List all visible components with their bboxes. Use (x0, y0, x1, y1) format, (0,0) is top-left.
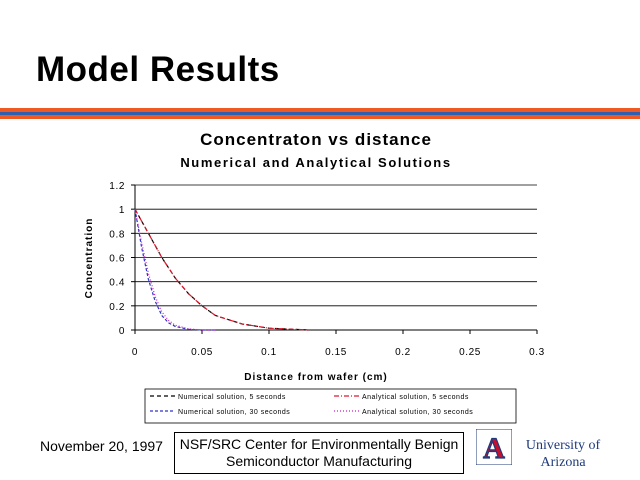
university-name-line2: Arizona (540, 455, 586, 470)
x-tick-label: 0.15 (325, 347, 347, 358)
center-name-box: NSF/SRC Center for Environmentally Benig… (174, 432, 464, 474)
x-tick-label: 0.05 (191, 347, 213, 358)
university-logo-icon: A (476, 429, 512, 465)
y-tick-label: 0.6 (109, 254, 125, 265)
y-tick-label: 0.2 (109, 302, 125, 313)
legend-label-3: Numerical solution, 30 seconds (178, 409, 290, 416)
x-tick-label: 0.25 (459, 347, 481, 358)
center-name-line2: Semiconductor Manufacturing (226, 453, 412, 469)
chart-title: Concentraton vs distance (200, 130, 432, 149)
university-name: University of Arizona (520, 437, 606, 471)
x-tick-label: 0.2 (395, 347, 411, 358)
y-tick-label: 1.2 (109, 181, 125, 192)
y-tick-label: 1 (119, 205, 125, 216)
legend-label-2: Analytical solution, 5 seconds (362, 394, 469, 401)
logo-letter: A (483, 432, 505, 465)
university-name-line1: University of (525, 438, 601, 453)
header-stripe-bottom (0, 115, 640, 119)
y-tick-label: 0 (119, 326, 125, 337)
series-line-2 (134, 208, 310, 331)
legend-label-4: Analytical solution, 30 seconds (362, 409, 473, 416)
series-line-4 (134, 209, 216, 331)
legend-box (144, 388, 517, 424)
y-axis-label: Concentration (84, 218, 95, 299)
center-name-line1: NSF/SRC Center for Environmentally Benig… (179, 436, 459, 452)
chart-subtitle: Numerical and Analytical Solutions (180, 155, 451, 170)
y-tick-label: 0.4 (109, 278, 125, 289)
header-stripe-top (0, 108, 640, 112)
x-axis-label: Distance from wafer (cm) (244, 372, 387, 383)
y-tick-label: 0.8 (109, 229, 125, 240)
series-line-1 (134, 208, 310, 331)
legend-label-1: Numerical solution, 5 seconds (178, 394, 286, 401)
slide-title: Model Results (36, 50, 280, 89)
x-tick-label: 0.3 (529, 347, 545, 358)
footer-date: November 20, 1997 (40, 438, 163, 454)
x-tick-label: 0 (132, 347, 138, 358)
concentration-chart: Concentraton vs distance Numerical and An… (84, 130, 545, 424)
x-tick-label: 0.1 (261, 347, 277, 358)
header-stripe-middle (0, 112, 640, 115)
series-line-3 (134, 209, 216, 331)
